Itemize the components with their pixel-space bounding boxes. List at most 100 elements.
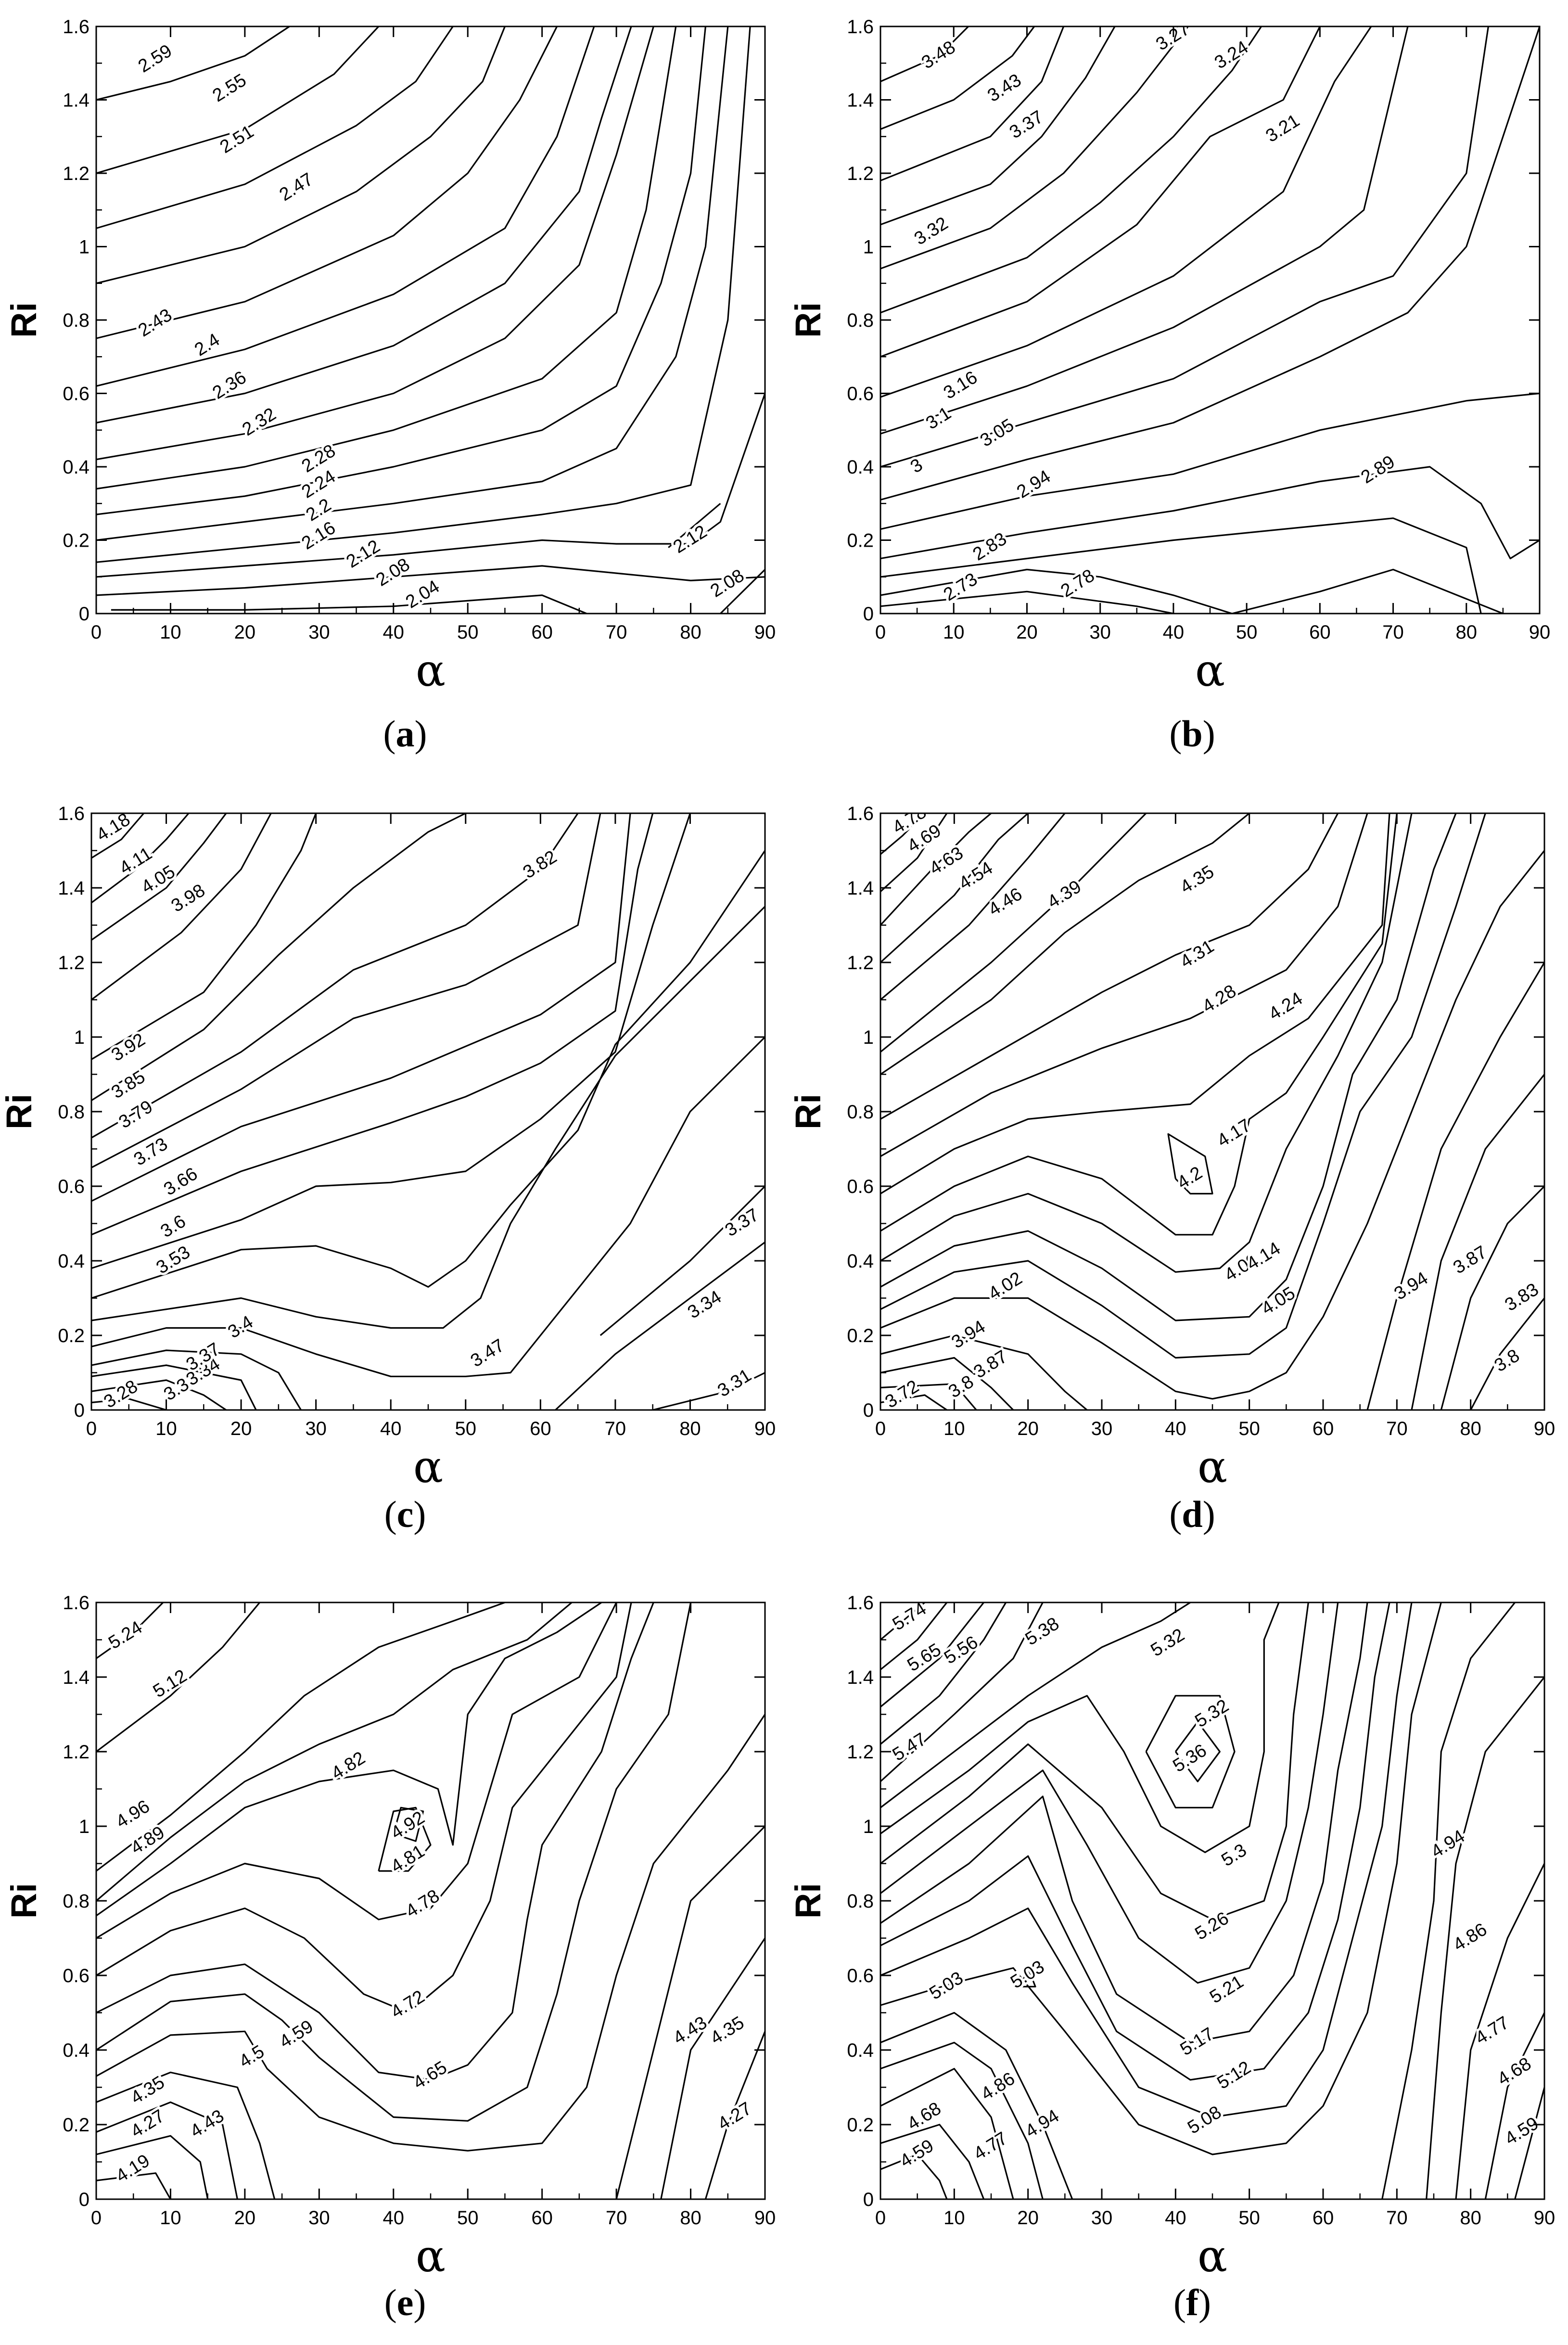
x-tick-label: 90 (754, 622, 776, 643)
contour-line-6 (599, 1185, 765, 1336)
y-tick-label: 0.4 (63, 2040, 89, 2061)
y-tick-label: 1.6 (847, 1592, 874, 1614)
plot-frame (95, 26, 766, 615)
contour-label-2: 2.08 (707, 565, 748, 602)
contour-label-16: 2.59 (135, 41, 176, 77)
contour-label-8: 4.94 (1022, 2106, 1063, 2142)
caption-a: (a) (383, 713, 427, 755)
contour-line-6 (96, 26, 729, 541)
x-tick-label: 10 (160, 622, 181, 643)
contour-line-10 (880, 26, 1262, 314)
x-axis-label: α (1198, 1441, 1227, 1493)
contour-line-12 (91, 813, 631, 1202)
contour-label-13: 2.47 (276, 169, 317, 205)
contour-line-4 (555, 1242, 765, 1410)
x-tick-label: 40 (1163, 622, 1185, 643)
contour-line-15 (880, 813, 1368, 1157)
contour-line-11 (880, 1602, 1413, 2118)
contour-line-5 (91, 1349, 302, 1410)
contour-line-18 (880, 813, 1147, 1053)
contour-line-7 (91, 1036, 765, 1377)
x-tick-label: 30 (1091, 1418, 1113, 1439)
contour-line-12 (880, 813, 1398, 1236)
panel-f: 4.594.594.684.684.774.774.864.864.944.94… (788, 1592, 1555, 2282)
contour-label-3: 2.89 (1358, 452, 1399, 488)
contour-label-3: 4.68 (1494, 2053, 1535, 2089)
contour-label-5: 3.87 (1450, 1242, 1491, 1278)
contour-line-10 (880, 813, 1457, 1321)
y-tick-label: 0.2 (63, 530, 89, 551)
y-tick-label: 0 (863, 603, 874, 625)
contour-label-7: 2.24 (298, 466, 339, 502)
contour-line-15 (96, 1602, 573, 1902)
contour-line-23 (880, 1602, 948, 1670)
contour-line-9 (880, 26, 1321, 358)
contour-line-17 (880, 813, 1250, 1075)
contour-line-13 (96, 26, 506, 284)
contour-line-18 (91, 813, 227, 941)
y-tick-label: 0.2 (847, 1325, 874, 1346)
y-tick-label: 0.6 (58, 1176, 85, 1197)
contour-line-14 (96, 26, 454, 229)
x-tick-label: 10 (155, 1418, 177, 1439)
contour-label-16: 5.3 (1218, 1840, 1250, 1871)
y-tick-label: 0.8 (847, 1891, 874, 1912)
x-tick-label: 20 (1017, 1418, 1039, 1439)
x-tick-label: 30 (305, 1418, 327, 1439)
contour-label-0: 3.28 (101, 1376, 141, 1412)
y-tick-label: 0.4 (58, 1251, 85, 1272)
y-tick-label: 0 (863, 1400, 874, 1421)
contour-label-13: 3.79 (115, 1097, 156, 1133)
contour-line-7 (96, 26, 706, 515)
y-tick-label: 0.2 (847, 2114, 874, 2136)
y-axis-label: Ri (0, 1094, 39, 1129)
x-tick-label: 10 (943, 2207, 965, 2229)
panel-d: 3.72 3.83.83.833.873.873.943.944.02 4.054.… (788, 803, 1555, 1493)
contour-label-22: 5.56 (941, 1632, 982, 1668)
contour-label-14: 3.43 (984, 70, 1025, 106)
contour-line-20 (880, 1602, 1044, 1782)
y-axis-label: Ri (788, 1094, 828, 1129)
contour-line-8 (96, 26, 677, 490)
contour-line-12 (378, 1807, 432, 1872)
contour-line-11 (880, 26, 1189, 269)
y-tick-label: 1.2 (58, 952, 85, 974)
y-tick-label: 0.2 (63, 2114, 89, 2136)
contour-line-10 (91, 813, 691, 1269)
y-tick-label: 0.4 (847, 457, 874, 478)
panel-c: 3.28 3.31 3.313.343.343.373.373.43.473.533… (0, 803, 776, 1493)
contour-line-5 (880, 26, 1540, 501)
x-tick-label: 20 (230, 1418, 252, 1439)
y-tick-label: 1.4 (63, 90, 89, 111)
contour-line-16 (96, 1602, 505, 1872)
y-tick-label: 1.6 (847, 803, 874, 824)
contour-lines: 4.594.594.684.684.774.774.864.864.944.94… (880, 1602, 1544, 2199)
contour-label-14: 2.51 (217, 121, 257, 157)
contour-label-9: 4.65 (409, 2057, 450, 2093)
y-axis-label: Ri (788, 1883, 828, 1919)
y-tick-label: 1.4 (847, 878, 874, 899)
contour-line-20 (880, 813, 1029, 963)
y-tick-label: 0.6 (847, 1176, 874, 1197)
x-tick-label: 0 (875, 2207, 886, 2229)
y-tick-label: 1.2 (63, 163, 89, 184)
contour-line-19 (880, 813, 1066, 1000)
x-tick-label: 70 (1386, 2207, 1408, 2229)
contour-label-8: 3.47 (467, 1335, 508, 1371)
contour-label-16: 4.31 (1177, 936, 1218, 972)
contour-line-17 (1145, 1695, 1236, 1808)
x-tick-label: 40 (1165, 1418, 1186, 1439)
caption-c: (c) (384, 1493, 426, 1535)
contour-lines: 3.72 3.83.83.833.873.873.943.944.02 4.054.… (880, 813, 1544, 1410)
contour-line-3 (880, 466, 1540, 560)
contour-line-14 (880, 1602, 1339, 1984)
panel-e: 4.194.27 4.274.354.354.434.434.54.594.654… (4, 1592, 776, 2282)
contour-line-11 (96, 26, 595, 387)
y-tick-label: 1 (79, 1816, 89, 1837)
contour-lines: 2.042.08 2.082.12 2.122.162.22.242.282.322… (96, 26, 765, 614)
contour-line-22 (880, 1602, 984, 1708)
y-tick-label: 1.6 (63, 1592, 89, 1614)
caption-b: (b) (1169, 713, 1215, 755)
contour-line-7 (1426, 1677, 1544, 2199)
contour-line-17 (91, 813, 272, 1000)
